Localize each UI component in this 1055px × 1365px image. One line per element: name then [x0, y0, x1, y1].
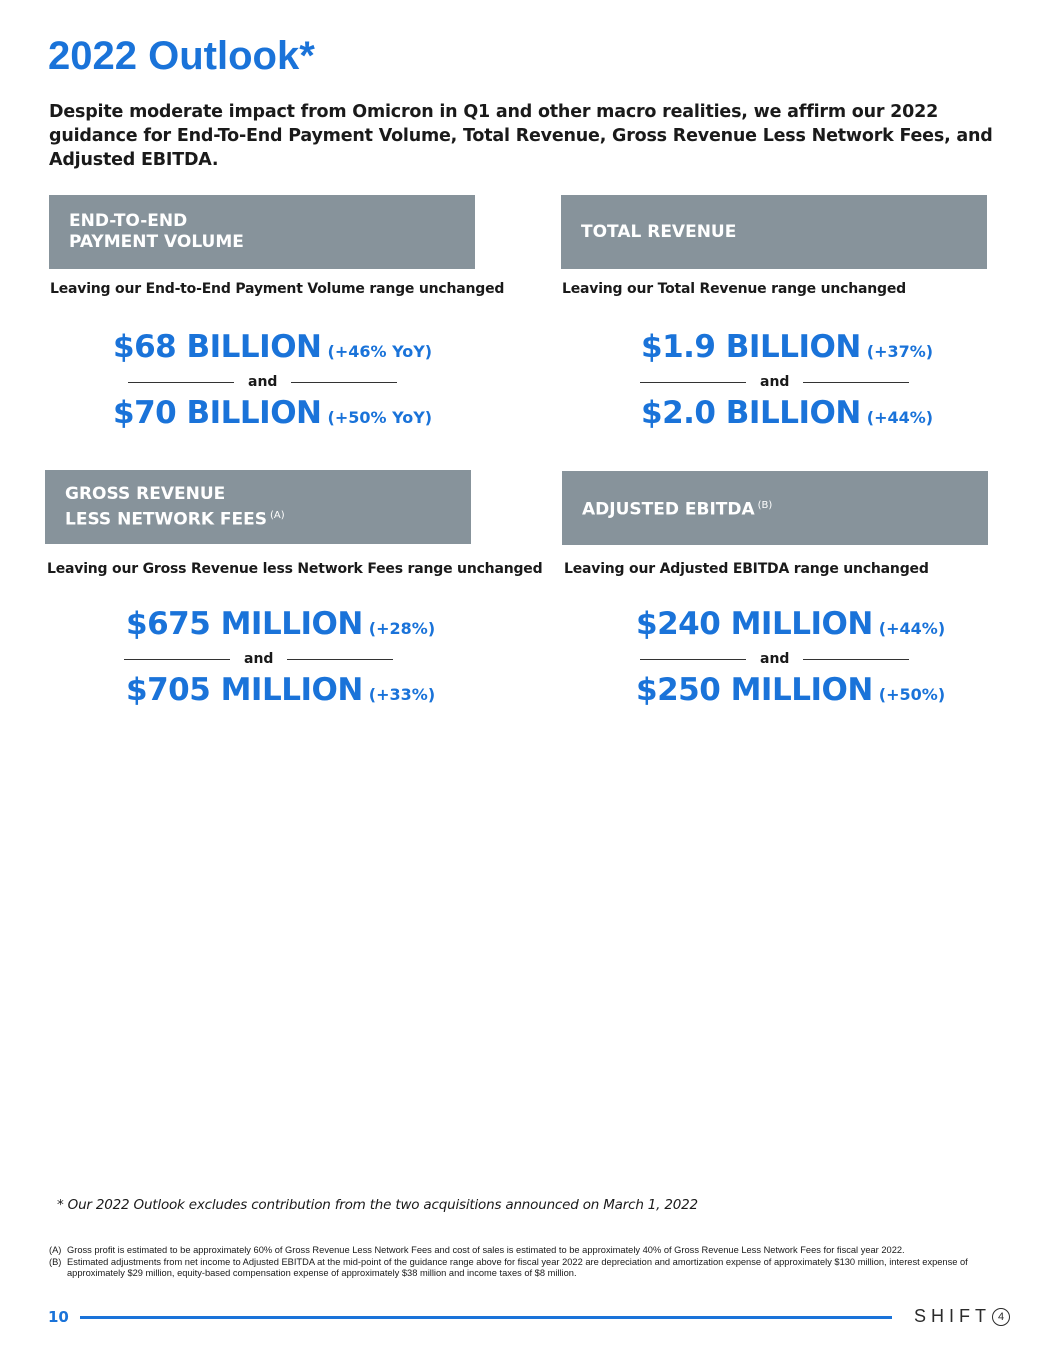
- footnote-ref-b: (B): [757, 500, 773, 512]
- value-amount: $675 MILLION: [126, 606, 363, 642]
- high-value: $705 MILLION (+33%): [126, 672, 435, 708]
- divider: [287, 658, 394, 660]
- panel-header-line1: ADJUSTED EBITDA: [582, 499, 755, 520]
- value-change: (+50% YoY): [327, 408, 433, 427]
- value-amount: $70 BILLION: [113, 395, 322, 431]
- panel-description: Leaving our Adjusted EBITDA range unchan…: [564, 561, 929, 577]
- value-change: (+50%): [878, 685, 946, 704]
- range-connector: and: [124, 651, 394, 667]
- panel-header-line2: LESS NETWORK FEES: [65, 509, 267, 530]
- high-value: $250 MILLION (+50%): [636, 672, 945, 708]
- footnotes: (A) Gross profit is estimated to be appr…: [49, 1245, 969, 1280]
- value-amount: $1.9 BILLION: [641, 329, 861, 365]
- value-amount: $2.0 BILLION: [641, 395, 861, 431]
- low-value: $240 MILLION (+44%): [636, 606, 945, 642]
- panel-header-line1: END-TO-END: [69, 211, 188, 231]
- panel-header-payment-volume: END-TO-END PAYMENT VOLUME: [49, 195, 475, 269]
- range-connector: and: [640, 651, 910, 667]
- panel-header-total-revenue: TOTAL REVENUE: [561, 195, 987, 269]
- panel-header-adjusted-ebitda: ADJUSTED EBITDA (B): [562, 471, 988, 545]
- divider: [803, 381, 910, 383]
- connector-word: and: [760, 651, 790, 667]
- footnote-ref-a: (A): [270, 509, 285, 521]
- logo-badge: 4: [992, 1307, 1010, 1326]
- panel-header-gross-revenue: GROSS REVENUE LESS NETWORK FEES (A): [45, 470, 471, 544]
- page-subtitle: Despite moderate impact from Omicron in …: [49, 102, 993, 170]
- value-amount: $240 MILLION: [636, 606, 873, 642]
- footnote-a: (A) Gross profit is estimated to be appr…: [49, 1245, 969, 1257]
- footnote-b: (B) Estimated adjustments from net incom…: [49, 1257, 969, 1280]
- range-connector: and: [640, 374, 910, 390]
- value-change: (+44%): [878, 619, 946, 638]
- panel-description: Leaving our Gross Revenue less Network F…: [47, 561, 543, 577]
- panel-header-line2: PAYMENT VOLUME: [69, 232, 244, 252]
- panel-header-line1: TOTAL REVENUE: [581, 221, 737, 242]
- divider: [291, 381, 398, 383]
- page-number: 10: [48, 1308, 69, 1326]
- panel-description: Leaving our End-to-End Payment Volume ra…: [50, 281, 505, 297]
- logo-letters: SHIFT: [914, 1306, 991, 1326]
- footnote-mark: (A): [49, 1245, 62, 1255]
- outlook-note: * Our 2022 Outlook excludes contribution…: [57, 1197, 698, 1213]
- panel-description: Leaving our Total Revenue range unchange…: [562, 281, 906, 297]
- shift4-logo: SHIFT 4: [914, 1306, 1010, 1327]
- value-change: (+46% YoY): [327, 342, 433, 361]
- value-change: (+44%): [866, 408, 934, 427]
- high-value: $70 BILLION (+50% YoY): [113, 395, 432, 431]
- divider: [124, 658, 230, 660]
- footer-rule: [80, 1316, 892, 1319]
- value-amount: $250 MILLION: [636, 672, 873, 708]
- divider: [128, 381, 234, 383]
- value-change: (+28%): [368, 619, 436, 638]
- value-amount: $705 MILLION: [126, 672, 363, 708]
- connector-word: and: [244, 651, 274, 667]
- value-amount: $68 BILLION: [113, 329, 322, 365]
- page-title: 2022 Outlook*: [48, 34, 315, 78]
- connector-word: and: [760, 374, 790, 390]
- panel-header-line1: GROSS REVENUE: [65, 483, 226, 504]
- divider: [803, 658, 910, 660]
- footnote-mark: (B): [49, 1256, 62, 1267]
- footnote-text: Gross profit is estimated to be approxim…: [67, 1245, 905, 1255]
- connector-word: and: [248, 374, 278, 390]
- range-connector: and: [128, 374, 398, 390]
- value-change: (+33%): [368, 685, 436, 704]
- value-change: (+37%): [866, 342, 934, 361]
- low-value: $68 BILLION (+46% YoY): [113, 329, 432, 365]
- low-value: $1.9 BILLION (+37%): [641, 329, 933, 365]
- low-value: $675 MILLION (+28%): [126, 606, 435, 642]
- high-value: $2.0 BILLION (+44%): [641, 395, 933, 431]
- divider: [640, 658, 746, 660]
- footnote-text: Estimated adjustments from net income to…: [67, 1256, 968, 1279]
- divider: [640, 381, 746, 383]
